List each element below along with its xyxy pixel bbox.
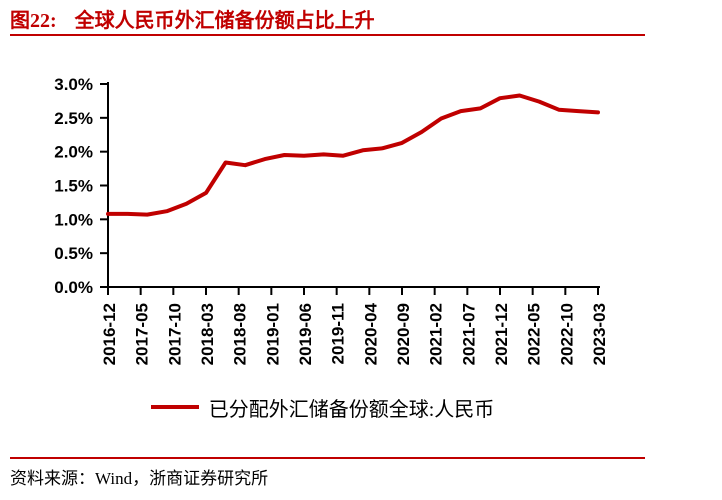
x-tick-label: 2022-05 (525, 303, 544, 365)
footer-divider (10, 457, 645, 459)
x-tick-label: 2022-10 (557, 303, 576, 365)
legend-label: 已分配外汇储备份额全球:人民币 (208, 398, 495, 421)
x-tick-label: 2020-09 (394, 303, 413, 365)
x-tick-label: 2016-12 (100, 303, 119, 365)
y-tick-label: 1.5% (54, 177, 93, 196)
chart-canvas: 3.0% 2.5% 2.0% 1.5% 1.0% 0.5% 0.0% 2016-12 2017-… (54, 75, 609, 365)
data-line-rmb-share (106, 93, 600, 217)
x-tick-label: 2017-05 (133, 303, 152, 365)
y-tick-label: 1.0% (54, 210, 93, 229)
y-tick-label: 2.0% (54, 143, 93, 162)
data-source-note: 资料来源：Wind，浙商证券研究所 (10, 469, 269, 488)
x-tick-label: 2021-02 (427, 303, 446, 365)
y-tick-label: 0.5% (54, 244, 93, 263)
x-tick-label: 2019-06 (296, 303, 315, 365)
x-tick-label: 2023-03 (590, 303, 609, 365)
x-tick-label: 2017-10 (165, 303, 184, 365)
title-divider (10, 34, 645, 36)
chart-legend: 已分配外汇储备份额全球:人民币 (0, 393, 645, 421)
x-tick-label: 2018-03 (198, 303, 217, 365)
x-tick-label: 2019-11 (329, 303, 348, 364)
x-tick-label: 2019-01 (263, 303, 282, 365)
y-tick-label: 2.5% (54, 109, 93, 128)
x-tick-label: 2018-08 (231, 303, 250, 365)
x-tick-label: 2021-07 (459, 303, 478, 365)
figure-title: 图22: 全球人民币外汇储备份额占比上升 (10, 4, 375, 33)
x-tick-label: 2020-04 (361, 302, 380, 365)
figure-title-text: 全球人民币外汇储备份额占比上升 (74, 10, 375, 32)
legend-line-marker (150, 405, 199, 409)
figure-number: 图22: (10, 10, 57, 32)
y-tick-label: 3.0% (54, 75, 93, 94)
y-tick-label: 0.0% (54, 278, 93, 297)
x-tick-label: 2021-12 (492, 303, 511, 365)
